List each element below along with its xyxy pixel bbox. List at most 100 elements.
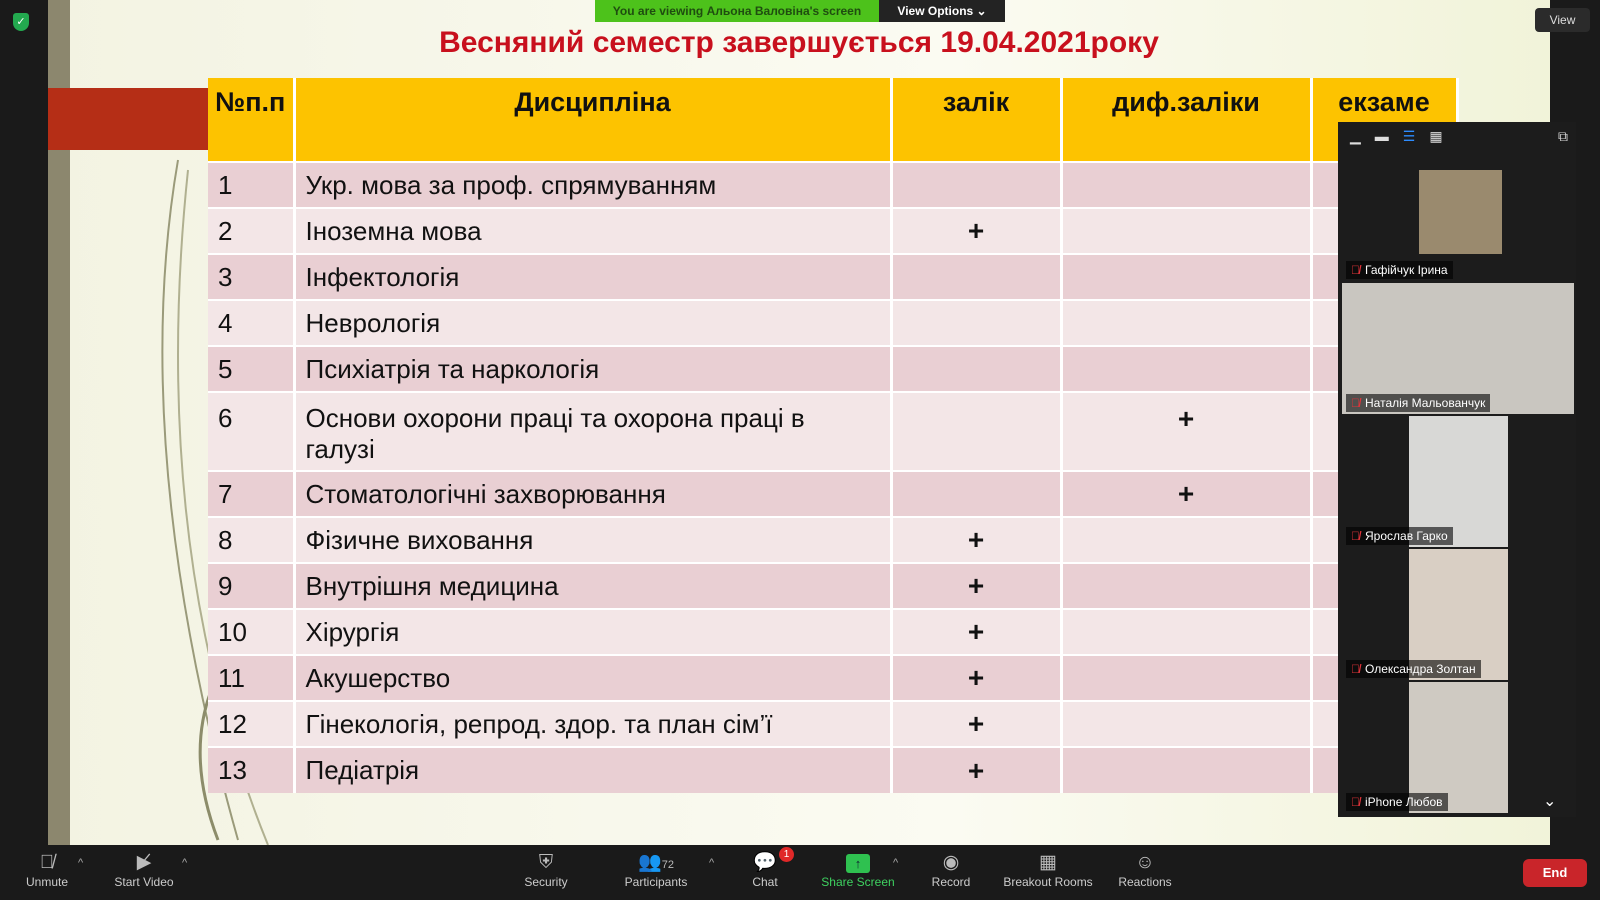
col-dif-zalik: диф.заліки (1061, 78, 1313, 162)
table-row: 7 Стоматологічні захворювання + (208, 470, 1459, 517)
participant-video (1409, 549, 1508, 680)
zalik-mark: + (891, 654, 1063, 701)
share-screen-button[interactable]: ↑ Share Screen (808, 851, 908, 889)
participant-name-text: Ярослав Гарко (1365, 529, 1448, 543)
video-options-caret[interactable]: ^ (182, 857, 188, 869)
table-row: 2 Іноземна мова + (208, 207, 1459, 254)
muted-icon: 🎙̸ (1351, 662, 1360, 676)
participant-tile[interactable]: 🎙̸ iPhone Любов (1342, 682, 1574, 813)
zalik-mark (891, 470, 1063, 517)
popout-icon[interactable]: ⧉ (1558, 127, 1568, 144)
participant-video (1409, 682, 1508, 813)
table-row: 1 Укр. мова за проф. спрямуванням (208, 161, 1459, 208)
participant-tile[interactable]: 🎙̸ Гафійчук Ірина (1342, 150, 1574, 281)
row-number: 4 (208, 299, 296, 346)
zalik-mark: + (891, 562, 1063, 609)
muted-icon: 🎙̸ (1351, 263, 1360, 277)
participant-name-text: iPhone Любов (1365, 795, 1443, 809)
zalik-mark (891, 391, 1063, 471)
participant-video (1409, 416, 1508, 547)
breakout-rooms-button[interactable]: ▦ Breakout Rooms (998, 851, 1098, 889)
dif-zalik-mark (1061, 207, 1313, 254)
table-row: 13 Педіатрія + (208, 746, 1459, 793)
table-row: 8 Фізичне виховання + (208, 516, 1459, 563)
zalik-mark: + (891, 207, 1063, 254)
table-row: 4 Неврологія (208, 299, 1459, 346)
zalik-mark (891, 345, 1063, 392)
chat-button[interactable]: 💬 1 Chat (715, 847, 815, 889)
discipline-name: Укр. мова за проф. спрямуванням (294, 161, 893, 208)
participant-video (1342, 283, 1574, 414)
view-options-button[interactable]: View Options ⌄ (879, 0, 1005, 22)
zalik-mark (891, 253, 1063, 300)
strip-view-icon[interactable]: ☰ (1402, 127, 1416, 144)
slide-decor-band (48, 88, 208, 150)
gallery-view-icon[interactable]: ▦ (1429, 127, 1443, 144)
discipline-name: Неврологія (294, 299, 893, 346)
video-off-icon: ▶̸ (136, 852, 152, 873)
participants-button[interactable]: 👥72 Participants (606, 851, 706, 889)
row-number: 11 (208, 654, 296, 701)
row-number: 13 (208, 746, 296, 793)
active-speaker-icon[interactable]: ▬ (1374, 128, 1389, 144)
chat-badge: 1 (779, 847, 794, 862)
dif-zalik-mark (1061, 516, 1313, 563)
dif-zalik-mark: + (1061, 470, 1313, 517)
participant-name: 🎙̸ Олександра Золтан (1346, 660, 1481, 678)
participant-name-text: Наталія Мальованчук (1365, 396, 1486, 410)
participant-name-text: Гафійчук Ірина (1365, 263, 1448, 277)
reactions-button[interactable]: ☺ Reactions (1095, 851, 1195, 889)
discipline-name: Фізичне виховання (294, 516, 893, 563)
participant-tile[interactable]: 🎙̸ Олександра Золтан (1342, 549, 1574, 680)
dif-zalik-mark (1061, 253, 1313, 300)
dif-zalik-mark (1061, 299, 1313, 346)
discipline-name: Хірургія (294, 608, 893, 655)
view-button[interactable]: View (1535, 8, 1590, 32)
scroll-down-icon[interactable]: ⌄ (1543, 793, 1557, 810)
discipline-table: №п.п Дисципліна залік диф.заліки екзаме … (208, 78, 1459, 793)
row-number: 10 (208, 608, 296, 655)
discipline-name: Акушерство (294, 654, 893, 701)
table-row: 11 Акушерство + (208, 654, 1459, 701)
encryption-shield-icon[interactable]: ✓ (13, 13, 29, 31)
col-zalik: залік (891, 78, 1063, 162)
discipline-name: Внутрішня медицина (294, 562, 893, 609)
participant-tile[interactable]: 🎙̸ Наталія Мальованчук (1342, 283, 1574, 414)
record-button[interactable]: ◉ Record (901, 851, 1001, 889)
zalik-mark (891, 161, 1063, 208)
end-button[interactable]: End (1523, 859, 1587, 887)
muted-icon: 🎙̸ (1351, 396, 1360, 410)
zalik-mark: + (891, 516, 1063, 563)
security-button[interactable]: ⛨ Security (496, 851, 596, 889)
reactions-icon: ☺ (1135, 852, 1155, 873)
share-screen-icon: ↑ (808, 851, 908, 875)
audio-options-caret[interactable]: ^ (78, 857, 84, 869)
participant-name: 🎙̸ Наталія Мальованчук (1346, 394, 1491, 412)
reactions-label: Reactions (1118, 875, 1172, 889)
dif-zalik-mark (1061, 700, 1313, 747)
shield-icon: ⛨ (538, 852, 554, 873)
dif-zalik-mark (1061, 562, 1313, 609)
col-number: №п.п (208, 78, 296, 162)
zalik-mark: + (891, 608, 1063, 655)
row-number: 12 (208, 700, 296, 747)
unmute-button[interactable]: 🎙̸ Unmute (0, 851, 97, 889)
discipline-name: Педіатрія (294, 746, 893, 793)
muted-icon: 🎙̸ (1351, 529, 1360, 543)
dif-zalik-mark (1061, 161, 1313, 208)
participant-tile[interactable]: 🎙̸ Ярослав Гарко (1342, 416, 1574, 547)
record-icon: ◉ (942, 852, 960, 873)
muted-icon: 🎙̸ (1351, 795, 1360, 809)
row-number: 5 (208, 345, 296, 392)
participant-count: 72 (661, 859, 674, 871)
participants-caret[interactable]: ^ (709, 857, 715, 869)
start-video-button[interactable]: ▶̸ Start Video (94, 851, 194, 889)
minimize-icon[interactable]: ▁ (1350, 127, 1361, 144)
discipline-name: Стоматологічні захворювання (294, 470, 893, 517)
zalik-mark: + (891, 746, 1063, 793)
share-options-caret[interactable]: ^ (893, 857, 899, 869)
breakout-rooms-icon: ▦ (1039, 852, 1057, 873)
security-label: Security (524, 875, 568, 889)
discipline-name: Основи охорони праці та охорона праці в … (294, 391, 893, 471)
table-row: 5 Психіатрія та наркологія (208, 345, 1459, 392)
